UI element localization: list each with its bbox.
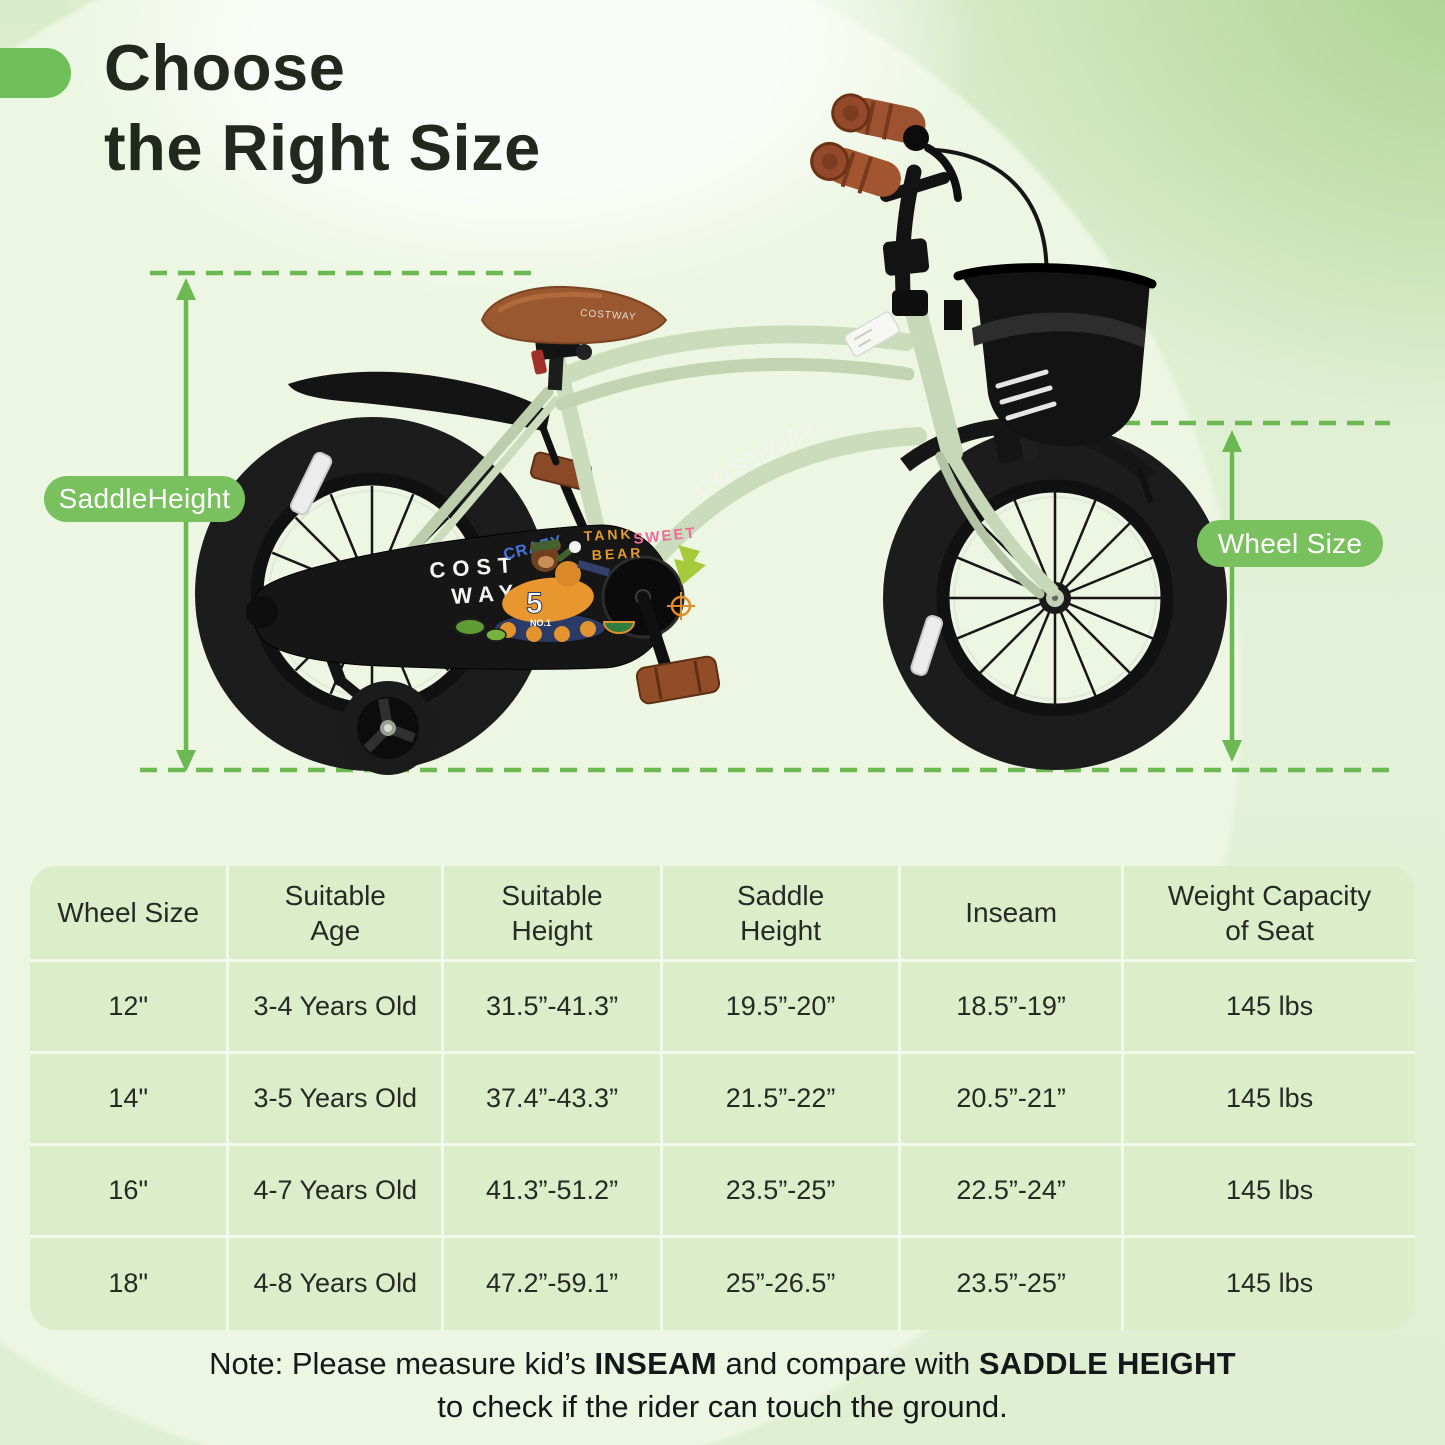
saddle: COSTWAY [480, 285, 668, 391]
table-cell: 41.3”-51.2” [444, 1146, 663, 1238]
size-table: Wheel Size Suitable Age Suitable Height … [30, 866, 1415, 1330]
near-grip [810, 141, 901, 197]
sticker-sweet: SWEET [633, 524, 698, 548]
tank-number: 5 [526, 587, 543, 620]
table-cell: 47.2”-59.1” [444, 1238, 663, 1330]
brake-lever [924, 144, 962, 202]
table-cell: 23.5”-25” [901, 1238, 1125, 1330]
rear-fender [288, 371, 560, 466]
arrow-sticker [674, 545, 706, 585]
table-cell: 145 lbs [1226, 1268, 1314, 1299]
table-cell: 22.5”-24” [901, 1146, 1125, 1238]
table-cell: 18.5”-19” [901, 962, 1125, 1054]
table-cell: 3-4 Years Old [229, 962, 445, 1054]
sticker-tank: TANK [583, 525, 634, 544]
note-line-2: to check if the rider can touch the grou… [437, 1389, 1008, 1425]
page-title: Choose the Right Size [104, 28, 541, 188]
table-cell: 20.5”-21” [901, 1054, 1125, 1146]
table-header-suitable-age: Suitable Age [229, 866, 445, 962]
frame-sticker [844, 311, 900, 357]
table-header-weight-capacity: Weight Capacity of Seat [1124, 866, 1415, 962]
bike-illustration: COSTWAY [140, 93, 1392, 775]
guard-text-cost: COST [429, 552, 520, 583]
table-cell: 37.4”-43.3” [444, 1054, 663, 1146]
pedal [635, 591, 721, 705]
note-saddle-height: SADDLE HEIGHT [978, 1346, 1236, 1381]
table-cell: 16" [30, 1146, 230, 1238]
note-text: Note: Please measure kid’s INSEAM and co… [60, 1342, 1385, 1429]
table-cell: 21.5”-22” [662, 1054, 902, 1146]
table-cell: 23.5”-25” [662, 1146, 902, 1238]
table-cell: 25”-26.5” [663, 1238, 902, 1330]
bell [903, 125, 929, 151]
table-header-suitable-height: Suitable Height [444, 866, 663, 962]
rear-reflector [290, 451, 333, 516]
saddle-height-badge: SaddleHeight [44, 476, 245, 522]
table-cell: 145 lbs [1124, 1054, 1415, 1146]
title-accent-chip [0, 48, 71, 98]
basket [944, 263, 1157, 447]
table-cell: 4-8 Years Old [229, 1238, 445, 1330]
front-reflector [910, 615, 944, 676]
note-part-2: and compare with [716, 1346, 979, 1381]
arrowheads [176, 278, 1242, 772]
front-brake [993, 426, 1038, 464]
table-cell: 145 lbs [1124, 962, 1415, 1054]
front-spokes [947, 490, 1163, 706]
sticker-bear: BEAR [591, 544, 643, 563]
saddle-brand-text: COSTWAY [580, 308, 637, 323]
table-cell: 12" [30, 962, 230, 1054]
chain-guard: COST WAYS CRAZY TANK BEAR SWEET 5 [246, 524, 706, 670]
wheel-size-badge: Wheel Size [1197, 520, 1383, 567]
tank-bear-cartoon: 5 NO.1 [493, 539, 611, 644]
table-cell: 3-5 Years Old [229, 1054, 445, 1146]
title-line-2: the Right Size [104, 111, 541, 184]
table-cell: 145 lbs [1124, 1146, 1415, 1238]
table-header-inseam: Inseam [901, 866, 1125, 962]
tank-no1: NO.1 [530, 618, 551, 628]
table-cell: 4-7 Years Old [229, 1146, 445, 1238]
table-header-wheel-size: Wheel Size [30, 866, 230, 962]
note-inseam: INSEAM [594, 1346, 717, 1381]
title-line-1: Choose [104, 31, 346, 104]
table-cell: 31.5”-41.3” [444, 962, 663, 1054]
front-wheel [883, 426, 1227, 770]
basket-highlights [995, 369, 1057, 421]
table-cell: 14" [30, 1054, 230, 1146]
table-cell: 18" [30, 1238, 230, 1330]
handlebar [810, 93, 1049, 431]
table-cell: 19.5”-20” [662, 962, 902, 1054]
note-part-1: Note: Please measure kid’s [209, 1346, 595, 1381]
table-header-saddle-height: Saddle Height [662, 866, 902, 962]
